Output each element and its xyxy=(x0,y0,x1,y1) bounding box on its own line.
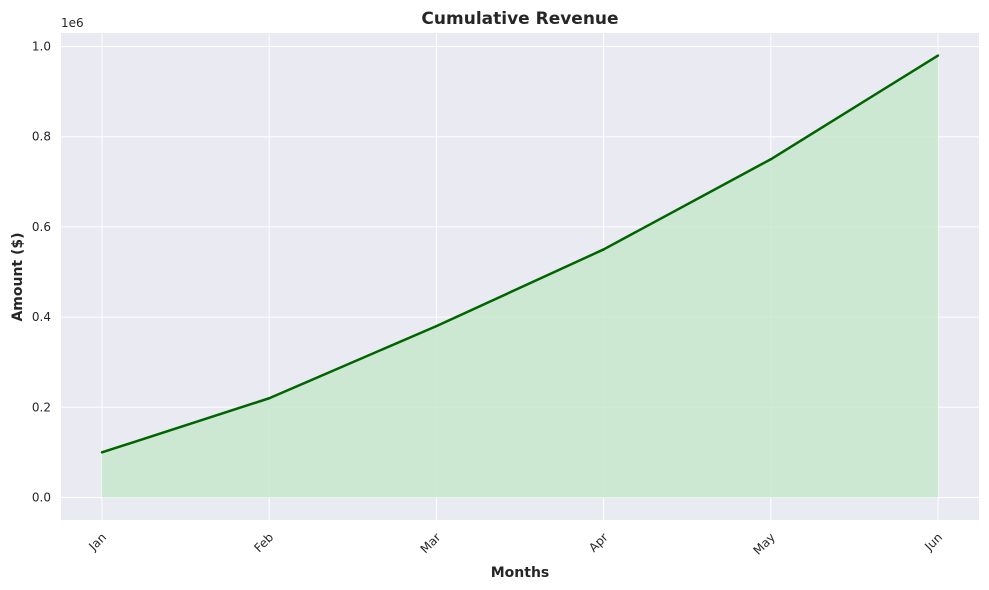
x-tick-label-feb: Feb xyxy=(251,530,276,555)
x-axis-label: Months xyxy=(491,565,550,581)
data-point-may xyxy=(769,158,772,161)
x-tick-label-apr: Apr xyxy=(586,530,611,555)
data-point-mar xyxy=(435,324,438,328)
x-tick-labels: Jan Feb Mar Apr May Jun xyxy=(85,530,945,557)
y-axis-label: Amount ($) xyxy=(10,232,26,321)
y-offset-label: 1e6 xyxy=(61,16,84,30)
y-tick-label: 0.2 xyxy=(32,400,51,414)
y-tick-label: 0.6 xyxy=(32,220,51,234)
data-points xyxy=(100,54,940,454)
y-tick-label: 1.0 xyxy=(32,40,51,54)
data-point-feb xyxy=(268,397,271,400)
series-line xyxy=(101,54,939,454)
x-tick-label-jun: Jun xyxy=(921,530,945,554)
y-tick-label: 0.4 xyxy=(32,310,51,324)
x-tick-label-jan: Jan xyxy=(85,530,109,554)
x-tick-label-mar: Mar xyxy=(418,530,444,556)
y-tick-label: 0.8 xyxy=(32,130,51,144)
data-point-jun xyxy=(936,54,940,57)
area-fill xyxy=(102,55,938,498)
x-tick-label-may: May xyxy=(750,530,777,557)
data-point-jan xyxy=(100,451,104,454)
y-tick-labels: 0.0 0.2 0.4 0.6 0.8 1.0 xyxy=(32,40,51,505)
y-tick-label: 0.0 xyxy=(32,490,51,504)
chart-title: Cumulative Revenue xyxy=(421,9,618,29)
data-point-apr xyxy=(602,248,605,251)
